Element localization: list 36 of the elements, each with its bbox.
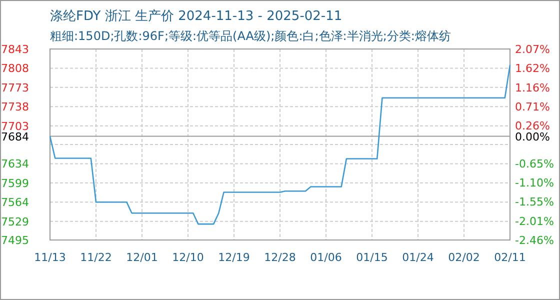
y2-tick-label: 1.16% — [515, 81, 550, 94]
y2-tick-label: 2.07% — [515, 43, 550, 56]
y-tick-label: 7495 — [1, 234, 29, 247]
chart-subtitle: 粗细:150D;孔数:96F;等级:优等品(AA级);颜色:白;色泽:半消光;分类:熔体纺 — [50, 29, 451, 43]
y2-tick-label: -2.01% — [515, 215, 554, 228]
y-tick-label: 7738 — [1, 100, 29, 114]
x-tick-label: 02/11 — [494, 251, 526, 264]
x-tick-label: 11/13 — [34, 251, 66, 264]
y-tick-label: 7843 — [1, 43, 29, 56]
x-tick-label: 01/24 — [402, 251, 434, 264]
y-tick-label: 7564 — [1, 196, 29, 210]
y-tick-label: 7634 — [1, 158, 29, 171]
y2-tick-label: 0.71% — [515, 100, 550, 114]
x-tick-label: 12/19 — [218, 251, 250, 264]
x-tick-label: 12/28 — [264, 251, 296, 264]
y2-tick-label: 0.00% — [515, 130, 550, 144]
ref-line-label: 7684 — [1, 130, 29, 144]
y2-tick-label: -1.10% — [515, 176, 554, 190]
y2-tick-label: 1.62% — [515, 62, 550, 75]
y2-tick-label: -1.55% — [515, 196, 554, 209]
y-tick-label: 7808 — [1, 62, 29, 76]
y-tick-label: 7703 — [1, 120, 29, 133]
x-tick-label: 01/15 — [356, 251, 388, 264]
chart-title: 涤纶FDY 浙江 生产价 2024-11-13 - 2025-02-11 — [50, 9, 342, 24]
x-tick-label: 01/06 — [310, 251, 342, 264]
y-tick-label: 7529 — [1, 215, 29, 228]
y-tick-label: 7599 — [1, 176, 29, 190]
x-tick-label: 12/01 — [126, 251, 158, 264]
y2-tick-label: -0.65% — [515, 158, 554, 171]
x-tick-label: 11/22 — [80, 251, 112, 264]
y2-tick-label: -2.46% — [515, 234, 554, 247]
y-tick-label: 7773 — [1, 81, 29, 94]
line-series — [49, 64, 511, 225]
y2-tick-label: 0.26% — [515, 119, 550, 132]
x-tick-label: 02/02 — [448, 251, 480, 264]
x-tick-label: 12/10 — [172, 251, 204, 264]
